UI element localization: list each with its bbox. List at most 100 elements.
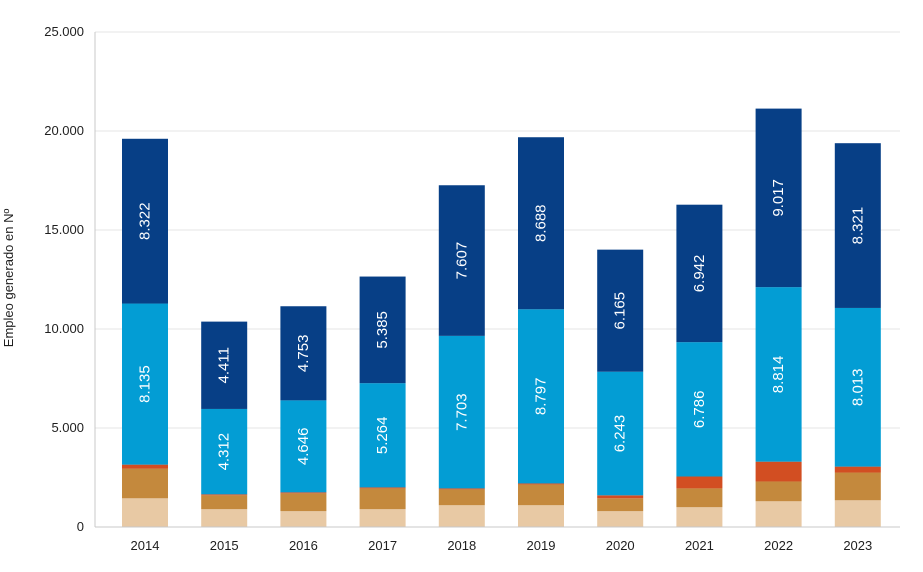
- bar-segment: [280, 493, 327, 512]
- y-tick-label: 10.000: [44, 321, 84, 336]
- bar-segment: [676, 507, 723, 527]
- x-tick-label: 2017: [368, 538, 397, 553]
- bar-segment: [438, 335, 485, 489]
- bar-segment: [201, 321, 248, 409]
- bar-segment: [280, 400, 327, 493]
- bar-segment: [359, 383, 406, 488]
- bar-segment: [597, 371, 644, 496]
- bar-value-label: 7.607: [453, 242, 470, 280]
- bar-value-label: 8.688: [533, 204, 550, 242]
- bar-segment: [438, 488, 485, 490]
- bar-segment: [834, 143, 881, 308]
- bar-segment: [122, 138, 168, 304]
- bar-stack-2016: 4.646 4.753: [280, 306, 327, 527]
- y-tick-label: 5.000: [51, 420, 84, 435]
- bar-segment: [834, 307, 881, 467]
- y-tick-label: 15.000: [44, 222, 84, 237]
- bar-segment: [280, 511, 327, 527]
- bar-segment: [834, 466, 881, 473]
- bar-stack-2023: 8.013 8.321: [834, 143, 881, 527]
- bar-segment: [755, 108, 802, 288]
- x-tick-label: 2018: [447, 538, 476, 553]
- bar-stack-2014: 8.135 8.322: [122, 138, 168, 527]
- bar-segment: [597, 495, 644, 499]
- bar-segment: [597, 249, 644, 372]
- bar-segment: [201, 509, 248, 527]
- bars: 8.135 8.322 4.312 4.411 4.646 4.753 5.264 5.385…: [122, 108, 881, 527]
- y-tick-label: 0: [77, 519, 84, 534]
- bar-value-label: 6.243: [612, 415, 629, 453]
- y-axis-title: Empleo generado en Nº: [1, 209, 16, 348]
- bar-segment: [280, 306, 327, 401]
- bar-value-label: 4.312: [216, 433, 233, 471]
- bar-value-label: 8.135: [137, 365, 154, 403]
- bar-segment: [122, 303, 168, 465]
- bar-value-label: 8.322: [137, 202, 154, 240]
- bar-value-label: 6.786: [691, 391, 708, 429]
- bar-segment: [122, 468, 168, 499]
- bar-segment: [122, 498, 168, 527]
- bar-value-label: 4.646: [295, 428, 312, 466]
- x-tick-label: 2020: [606, 538, 635, 553]
- x-tick-label: 2023: [843, 538, 872, 553]
- bar-value-label: 8.797: [533, 378, 550, 416]
- bar-segment: [201, 408, 248, 495]
- bar-segment: [676, 476, 723, 489]
- bar-segment: [280, 492, 327, 494]
- bar-value-label: 6.165: [612, 292, 629, 330]
- bar-stack-2017: 5.264 5.385: [359, 276, 406, 527]
- y-axis: 0 5.000 10.000 15.000 20.000 25.000: [44, 24, 96, 534]
- bar-segment: [359, 487, 406, 489]
- bar-value-label: 5.385: [374, 311, 391, 349]
- x-tick-label: 2014: [131, 538, 160, 553]
- bar-segment: [834, 472, 881, 501]
- x-tick-label: 2015: [210, 538, 239, 553]
- bar-segment: [518, 137, 564, 310]
- bar-value-label: 4.753: [295, 335, 312, 373]
- bar-value-label: 9.017: [770, 179, 787, 217]
- x-tick-label: 2016: [289, 538, 318, 553]
- bar-segment: [438, 489, 485, 506]
- bar-segment: [834, 500, 881, 527]
- bar-segment: [518, 483, 564, 485]
- bar-segment: [755, 481, 802, 502]
- x-tick-label: 2021: [685, 538, 714, 553]
- bar-segment: [518, 309, 564, 484]
- bar-stack-2018: 7.703 7.607: [438, 185, 485, 527]
- bar-segment: [201, 495, 248, 510]
- bar-segment: [676, 204, 723, 343]
- bar-value-label: 7.703: [453, 393, 470, 431]
- bar-segment: [755, 501, 802, 527]
- bar-stack-2019: 8.797 8.688: [518, 137, 564, 527]
- bar-stack-2021: 6.786 6.942: [676, 204, 723, 527]
- y-tick-label: 25.000: [44, 24, 84, 39]
- bar-segment: [359, 276, 406, 384]
- bar-value-label: 8.013: [849, 369, 866, 407]
- x-tick-label: 2019: [527, 538, 556, 553]
- bar-segment: [755, 461, 802, 482]
- bar-stack-2020: 6.243 6.165: [597, 249, 644, 527]
- bar-segment: [201, 494, 248, 496]
- bar-segment: [359, 488, 406, 510]
- bar-segment: [122, 464, 168, 469]
- bar-segment: [597, 511, 644, 527]
- bar-segment: [755, 287, 802, 462]
- bar-value-label: 6.942: [691, 255, 708, 293]
- bar-value-label: 4.411: [216, 347, 233, 383]
- bar-segment: [676, 342, 723, 477]
- bar-segment: [518, 484, 564, 506]
- bar-segment: [518, 505, 564, 527]
- bar-stack-2015: 4.312 4.411: [201, 321, 248, 527]
- y-tick-label: 20.000: [44, 123, 84, 138]
- bar-segment: [359, 509, 406, 527]
- bar-segment: [438, 185, 485, 336]
- x-axis: 2014 2015 2016 2017 2018 2019 2020 2021 2022 2023: [95, 526, 900, 553]
- x-tick-label: 2022: [764, 538, 793, 553]
- bar-segment: [676, 488, 723, 508]
- bar-value-label: 5.264: [374, 417, 391, 455]
- bar-stack-2022: 8.814 9.017: [755, 108, 802, 527]
- bar-segment: [438, 505, 485, 527]
- bar-value-label: 8.814: [770, 356, 787, 394]
